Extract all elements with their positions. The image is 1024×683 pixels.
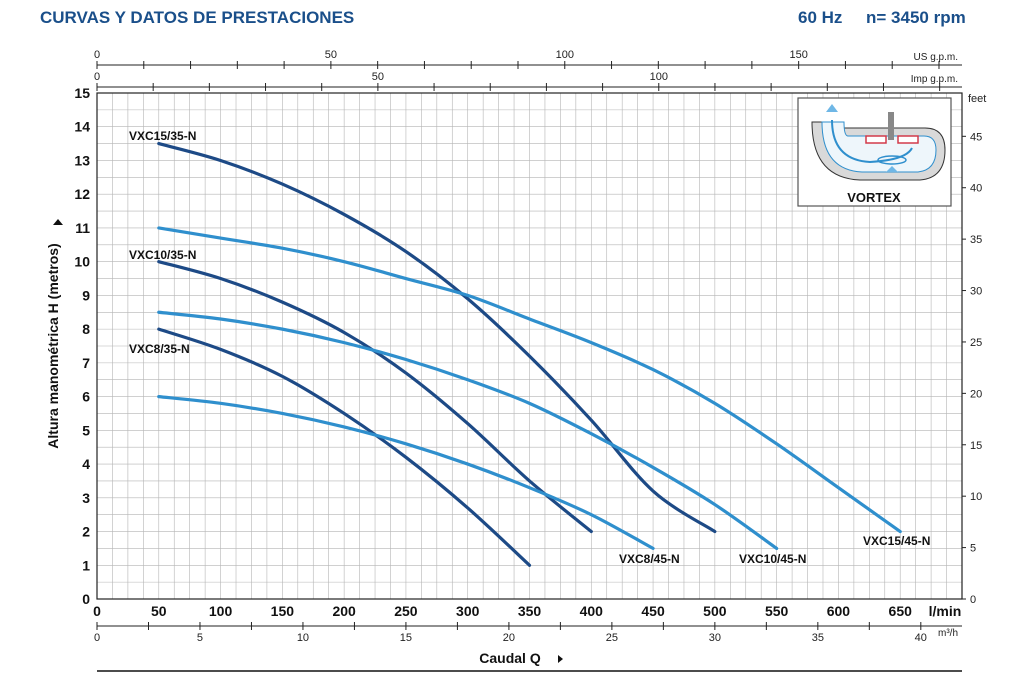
curves [157,142,902,567]
m3h-tick-label: 0 [94,632,100,644]
curve-vxc8-35-n [157,327,532,567]
x-tick-label: 50 [151,603,167,619]
us-gpm-tick-label: 150 [789,49,807,61]
x-tick-label: 300 [456,603,480,619]
speed-label: n= 3450 rpm [866,8,966,27]
us-gpm-axis-label: US g.p.m. [914,52,958,63]
feet-tick-label: 30 [970,286,982,298]
series-label: VXC8/35-N [129,342,190,356]
feet-tick-label: 35 [970,234,982,246]
y-tick-label: 7 [82,355,90,371]
m3h-tick-label: 35 [812,632,824,644]
m3h-tick-label: 40 [915,632,927,644]
y-tick-label: 3 [82,490,90,506]
curve-vxc10-45-n [157,310,779,550]
y-axis-title: Altura manométrica H (metros) [45,243,61,448]
x-tick-label: 550 [765,603,789,619]
x-axis-arrow-icon [558,655,563,663]
series-label: VXC10/45-N [739,552,806,566]
y-tick-label: 8 [82,321,90,337]
y-tick-label: 5 [82,422,90,438]
axis-labels: 0 50 100 150 200 250 300 350 400 450 500 550 600 650 l… [45,49,986,666]
y-tick-label: 4 [82,456,90,472]
pump-chamber-shape [821,121,937,173]
vortex-swirl-shape [877,155,907,165]
feet-tick-label: 5 [970,543,976,555]
x-tick-label: 600 [827,603,851,619]
feet-tick-label: 20 [970,388,982,400]
m3h-tick-label: 20 [503,632,515,644]
plot-frame [96,92,963,600]
x-tick-label: 450 [641,603,665,619]
feet-tick-label: 25 [970,337,982,349]
y-tick-label: 10 [74,254,90,270]
flow-arrow-shape [831,119,913,164]
series-label: VXC8/45-N [619,552,680,566]
y-tick-label: 1 [82,557,90,573]
x-unit-label: l/min [929,603,962,619]
feet-tick-label: 40 [970,183,982,195]
feet-tick-label: 15 [970,440,982,452]
m3h-tick-label: 30 [709,632,721,644]
us-gpm-tick-label: 0 [94,49,100,61]
y-tick-label: 11 [75,220,90,236]
imp-gpm-axis-label: Imp g.p.m. [911,74,958,85]
shaft-shape [888,112,894,140]
x-tick-label: 0 [93,603,101,619]
y-tick-label: 15 [74,85,90,101]
curve-vxc10-35-n [157,260,593,534]
y-tick-label: 2 [82,524,90,540]
x-tick-label: 500 [703,603,727,619]
x-tick-label: 400 [580,603,604,619]
inlet-arrow-icon [886,166,898,172]
y-tick-label: 9 [82,287,90,303]
y-tick-label: 13 [74,152,90,168]
frequency-label: 60 Hz [798,8,843,27]
x-axis-title: Caudal Q [479,650,541,666]
us-gpm-tick-label: 100 [556,49,574,61]
axes [96,61,966,672]
series-label: VXC10/35-N [129,248,196,262]
impeller-right-shape [897,135,919,144]
feet-tick-label: 45 [970,131,982,143]
outlet-arrow-icon [826,104,838,112]
y-axis-arrow-icon [53,219,63,225]
y-tick-label: 12 [74,186,90,202]
imp-gpm-tick-label: 0 [94,71,100,83]
x-tick-label: 100 [209,603,233,619]
series-label: VXC15/45-N [863,534,930,548]
vortex-inset: VORTEX [797,97,952,207]
x-tick-label: 650 [889,603,913,619]
chart-title: CURVAS Y DATOS DE PRESTACIONES [40,8,355,27]
y-tick-label: 0 [82,591,90,607]
curve-vxc15-45-n [157,226,902,534]
x-tick-label: 200 [332,603,356,619]
m3h-tick-label: 15 [400,632,412,644]
feet-axis-label: feet [968,93,986,105]
feet-tick-label: 10 [970,491,982,503]
us-gpm-tick-label: 50 [325,49,337,61]
m3h-tick-label: 25 [606,632,618,644]
y-tick-label: 6 [82,389,90,405]
inset-label: VORTEX [847,190,901,205]
imp-gpm-tick-label: 50 [372,71,384,83]
x-tick-label: 150 [271,603,295,619]
feet-tick-label: 0 [970,594,976,606]
y-tick-label: 14 [74,119,90,135]
m3h-axis-label: m³/h [938,628,958,639]
m3h-tick-label: 5 [197,632,203,644]
x-tick-label: 250 [394,603,418,619]
m3h-tick-label: 10 [297,632,309,644]
curve-vxc8-45-n [157,395,655,550]
imp-gpm-tick-label: 100 [650,71,668,83]
x-tick-label: 350 [518,603,542,619]
curve-vxc15-35-n [157,142,717,534]
impeller-left-shape [865,135,887,144]
series-label: VXC15/35-N [129,129,196,143]
